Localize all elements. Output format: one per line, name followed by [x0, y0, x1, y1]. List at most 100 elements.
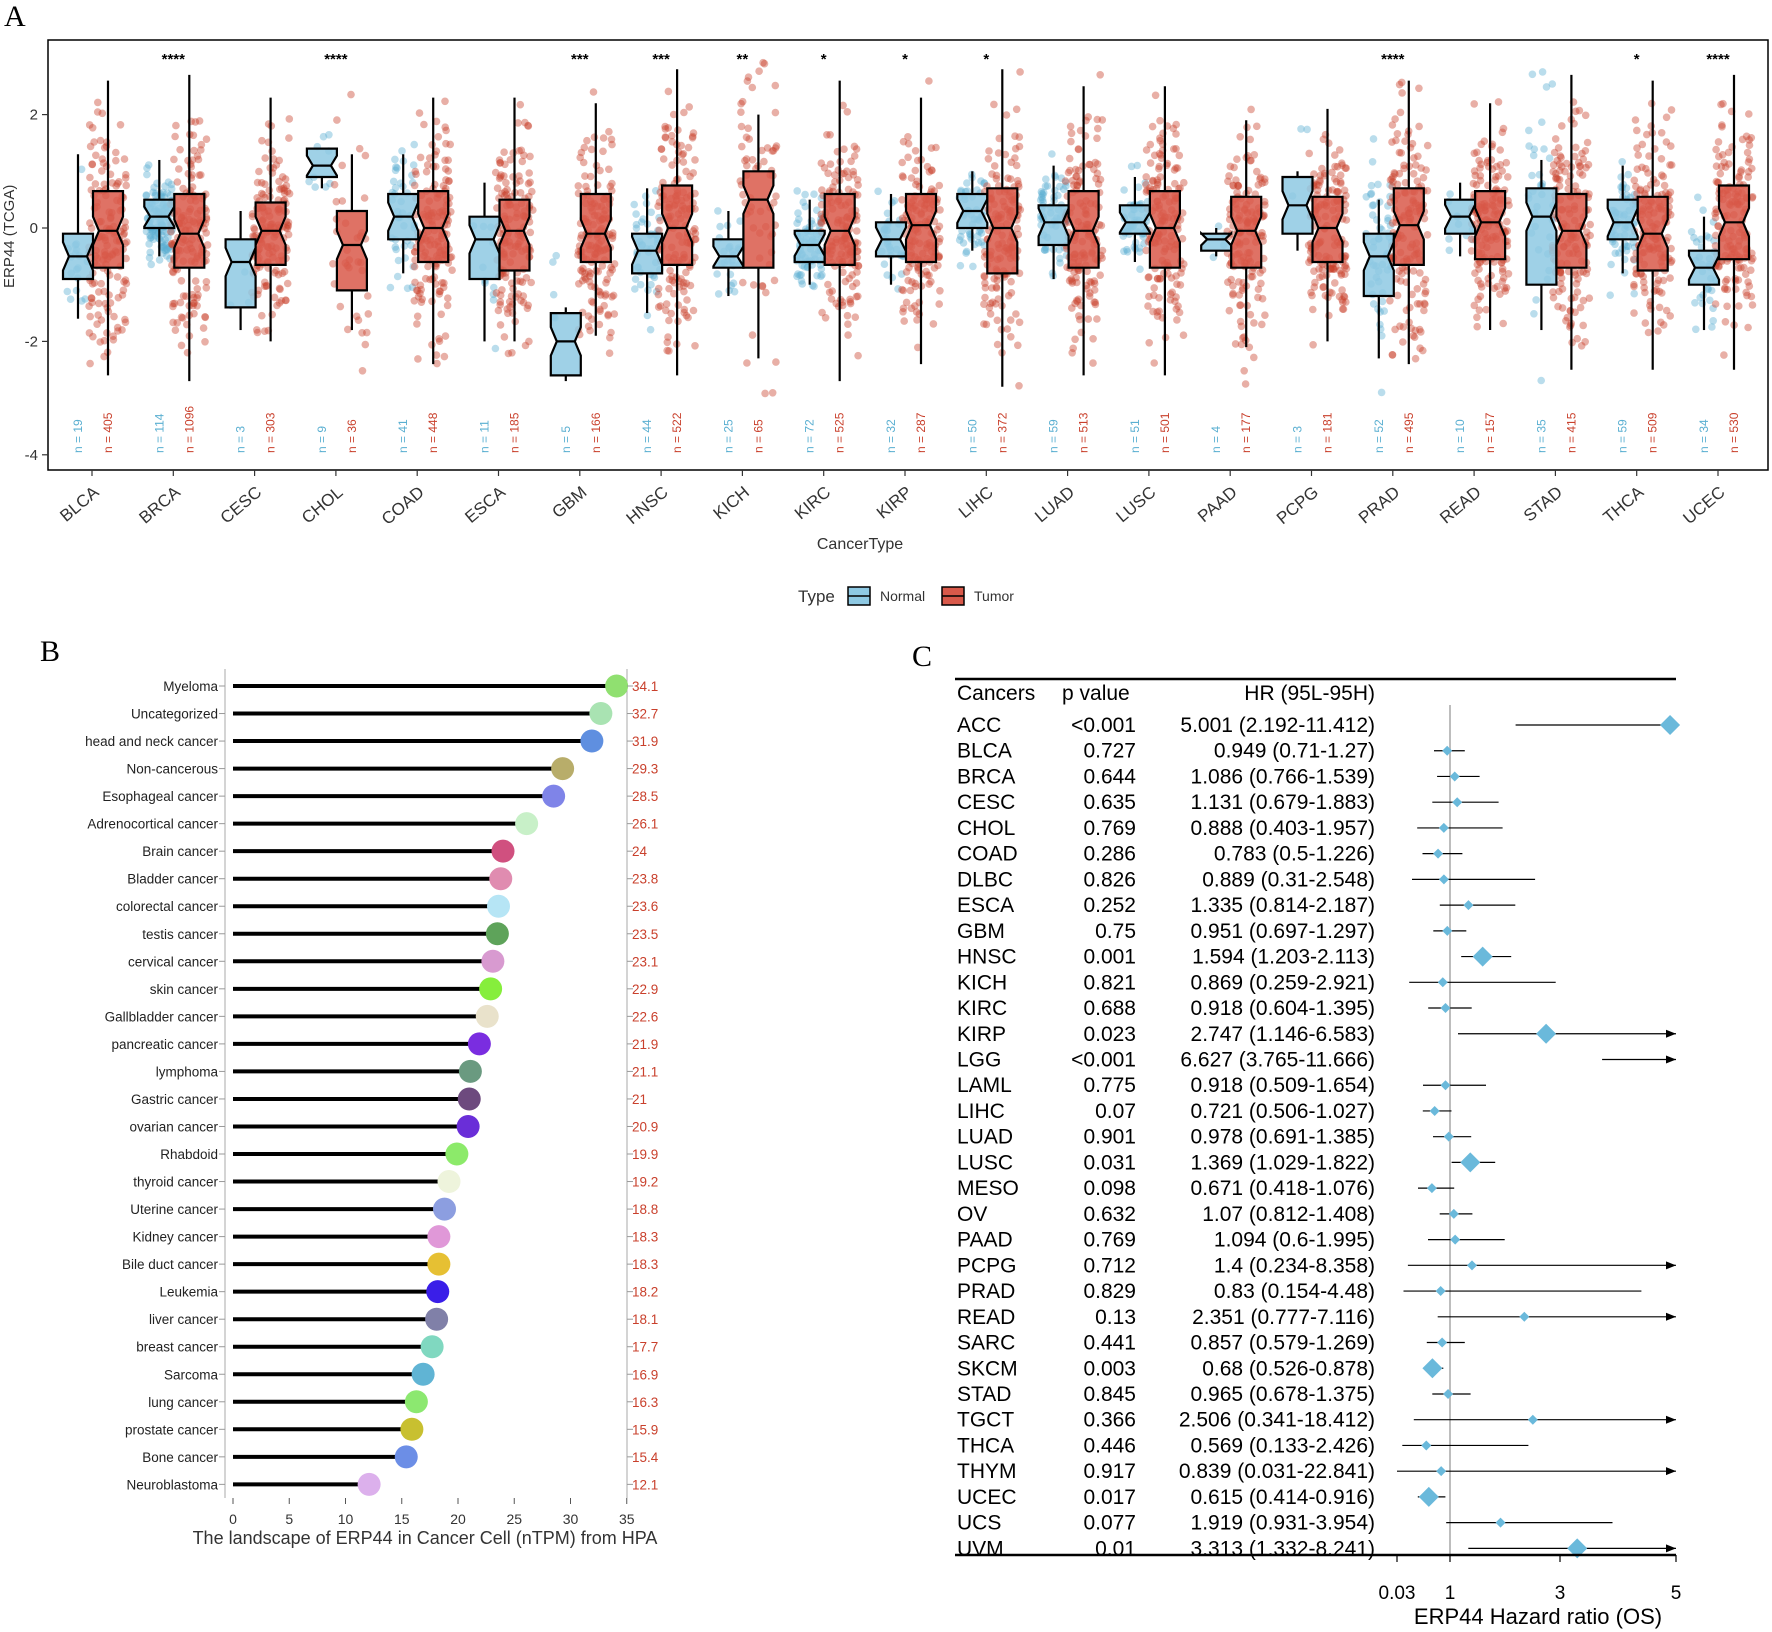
jitter-point: [122, 254, 130, 263]
lollipop-label: Uterine cancer: [130, 1202, 218, 1217]
jitter-point: [1393, 180, 1402, 189]
n-tumor-label: n = 513: [1077, 412, 1091, 453]
lollipop-dot: [420, 1335, 444, 1359]
jitter-point: [1469, 179, 1478, 188]
jitter-point: [162, 246, 170, 255]
jitter-point: [152, 189, 160, 198]
jitter-point: [121, 174, 130, 182]
jitter-point: [1309, 305, 1317, 314]
jitter-point: [516, 189, 525, 197]
jitter-point: [412, 170, 420, 178]
jitter-point: [1309, 341, 1317, 349]
jitter-point: [1089, 335, 1097, 343]
jitter-point: [193, 152, 202, 160]
jitter-point: [172, 121, 180, 130]
jitter-point: [188, 183, 197, 191]
forest-diamond: [1436, 1466, 1447, 1477]
jitter-point: [361, 340, 370, 349]
jitter-point: [194, 155, 203, 164]
jitter-point: [1230, 163, 1238, 172]
jitter-point: [1067, 137, 1075, 146]
jitter-point: [392, 163, 400, 171]
forest-cancer-label: STAD: [957, 1383, 1011, 1406]
jitter-point: [271, 269, 279, 277]
forest-ci-arrow: [1666, 1415, 1676, 1424]
lollipop-dot: [589, 702, 613, 726]
n-tumor-label: n = 501: [1158, 412, 1172, 453]
forest-cancer-label: READ: [957, 1306, 1015, 1329]
jitter-point: [1069, 344, 1077, 353]
n-tumor-label: n = 303: [264, 412, 278, 453]
jitter-point: [577, 148, 586, 157]
jitter-point: [156, 190, 165, 198]
jitter-point: [497, 171, 505, 179]
jitter-point: [146, 231, 154, 240]
jitter-point: [691, 342, 699, 350]
jitter-point: [898, 285, 906, 294]
jitter-point: [413, 320, 421, 328]
jitter-point: [280, 184, 288, 192]
jitter-point: [1496, 146, 1504, 154]
jitter-point: [1170, 145, 1178, 153]
jitter-point: [386, 283, 395, 292]
jitter-point: [1064, 168, 1073, 177]
jitter-point: [165, 243, 173, 251]
jitter-point: [772, 358, 780, 366]
lollipop-value: 34.1: [632, 679, 658, 694]
jitter-point: [120, 278, 128, 286]
jitter-point: [691, 229, 700, 238]
forest-cancer-label: KIRC: [957, 997, 1007, 1020]
jitter-point: [116, 121, 125, 129]
jitter-point: [1744, 323, 1752, 332]
jitter-point: [1540, 145, 1548, 153]
jitter-point: [280, 267, 289, 276]
lollipop-label: Esophageal cancer: [102, 789, 218, 804]
forest-diamond: [1438, 874, 1449, 885]
forest-ci-arrow: [1666, 1029, 1676, 1038]
box-body: [712, 238, 745, 269]
jitter-point: [1258, 320, 1266, 329]
jitter-point: [668, 161, 676, 169]
jitter-point: [521, 118, 529, 127]
jitter-point: [389, 177, 398, 186]
jitter-point: [119, 286, 128, 295]
forest-cancer-label: LUSC: [957, 1151, 1013, 1174]
forest-hr-text: 0.857 (0.579-1.269): [1191, 1332, 1375, 1355]
jitter-point: [166, 191, 175, 199]
jitter-point: [1089, 359, 1097, 367]
jitter-point: [1470, 100, 1478, 108]
jitter-point: [607, 328, 615, 337]
jitter-point: [1692, 325, 1700, 334]
jitter-point: [1545, 154, 1554, 162]
jitter-point: [502, 190, 511, 198]
jitter-point: [853, 268, 861, 276]
jitter-point: [167, 227, 175, 236]
jitter-point: [85, 302, 93, 311]
forest-hr-text: 0.949 (0.71-1.27): [1214, 740, 1375, 763]
lollipop-value: 17.7: [632, 1340, 658, 1355]
jitter-point: [520, 151, 528, 160]
jitter-point: [515, 147, 523, 155]
jitter-point: [1745, 110, 1753, 118]
jitter-point: [523, 304, 532, 313]
jitter-point: [121, 223, 130, 232]
jitter-point: [1148, 122, 1157, 131]
jitter-point: [151, 231, 159, 240]
lollipop-label: skin cancer: [150, 982, 219, 997]
jitter-point: [587, 297, 596, 306]
n-normal-label: n = 11: [478, 420, 492, 453]
jitter-point: [818, 308, 826, 317]
forest-diamond: [1437, 977, 1448, 988]
jitter-point: [193, 285, 202, 293]
jitter-point: [1420, 306, 1428, 315]
lollipop-label: Bone cancer: [142, 1450, 218, 1465]
jitter-point: [1241, 380, 1250, 388]
forest-hr-text: 6.627 (3.765-11.666): [1180, 1048, 1375, 1071]
jitter-point: [189, 131, 198, 140]
jitter-point: [1482, 305, 1490, 314]
jitter-point: [439, 283, 448, 292]
jitter-point: [416, 289, 424, 298]
panel-letter-c: C: [912, 640, 932, 673]
lollipop-dot: [456, 1114, 480, 1138]
jitter-point: [1015, 133, 1024, 141]
